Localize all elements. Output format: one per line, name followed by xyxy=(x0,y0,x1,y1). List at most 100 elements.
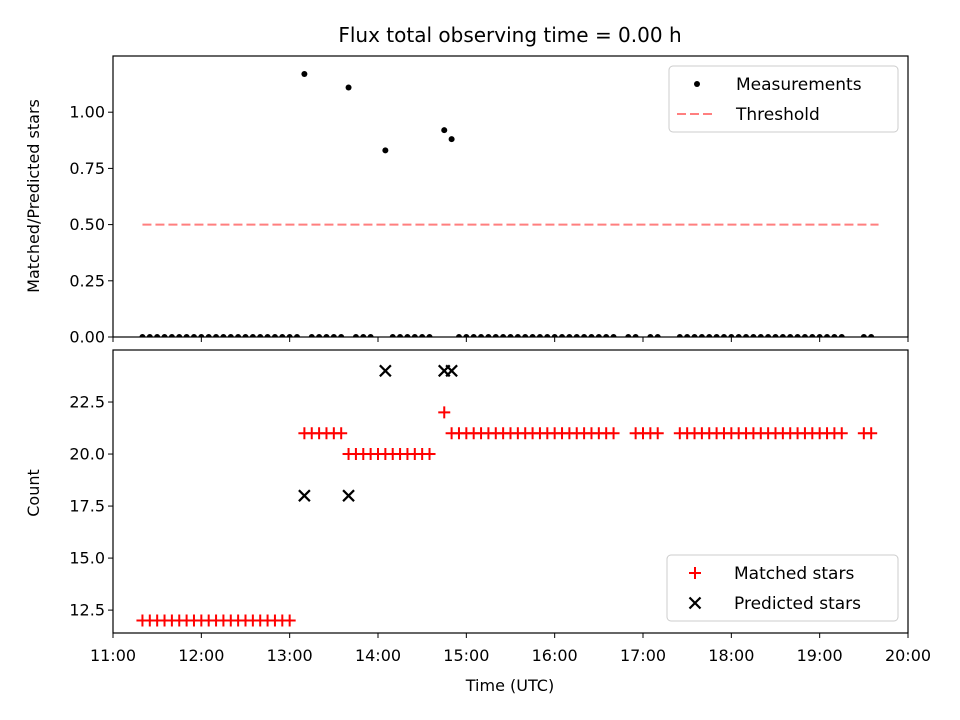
measurements-point xyxy=(581,334,588,337)
measurements-point xyxy=(213,334,220,337)
measurements-point xyxy=(242,334,249,337)
x-tick-label: 12:00 xyxy=(178,646,224,665)
legend-matched-stars-label: Matched stars xyxy=(734,564,854,584)
measurements-point xyxy=(397,334,404,337)
matched-stars-point xyxy=(335,427,348,440)
measurements-point xyxy=(441,127,448,134)
measurements-point xyxy=(323,334,330,337)
measurements-point xyxy=(426,334,433,337)
x-tick-label: 15:00 xyxy=(443,646,489,665)
top-axes-frame xyxy=(112,55,909,338)
measurements-point xyxy=(676,334,683,337)
matched-stars-point xyxy=(835,427,848,440)
measurements-point xyxy=(632,334,639,337)
matched-stars-point xyxy=(423,448,436,461)
predicted-stars-point xyxy=(342,489,355,502)
predicted-stars-point xyxy=(298,489,311,502)
legend-threshold-label: Threshold xyxy=(735,105,820,125)
top-y-tick-label: 0.75 xyxy=(69,159,105,178)
legend-predicted-stars-swatch xyxy=(688,596,702,610)
measurements-point xyxy=(419,334,426,337)
measurements-point xyxy=(220,334,227,337)
measurements-point xyxy=(492,334,499,337)
top-y-tick-label: 1.00 xyxy=(69,103,105,122)
legend-measurements-label: Measurements xyxy=(736,75,862,95)
measurements-point xyxy=(286,334,293,337)
x-tick-label: 14:00 xyxy=(355,646,401,665)
measurements-point xyxy=(779,334,786,337)
x-tick-label: 11:00 xyxy=(90,646,136,665)
measurements-point xyxy=(485,334,492,337)
measurements-point xyxy=(176,334,183,337)
measurements-point xyxy=(765,334,772,337)
measurements-point xyxy=(868,334,875,337)
measurements-point xyxy=(411,334,418,337)
top-y-axis-label: Matched/Predicted stars xyxy=(24,99,43,293)
measurements-point xyxy=(161,334,168,337)
matched-stars-point xyxy=(283,614,296,627)
measurements-point xyxy=(787,334,794,337)
measurements-point xyxy=(544,334,551,337)
bottom-axes-frame xyxy=(112,349,909,634)
measurements-point xyxy=(470,334,477,337)
measurements-point xyxy=(551,334,558,337)
measurements-point xyxy=(610,334,617,337)
measurements-point xyxy=(198,334,205,337)
bottom-panel: 12.5 15.0 17.5 20.0 22.5 11:00 12:00 13:00 14:00… xyxy=(69,349,931,665)
measurements-point xyxy=(559,334,566,337)
measurements-point xyxy=(566,334,573,337)
measurements-point xyxy=(735,334,742,337)
measurements-point xyxy=(345,84,352,91)
measurements-point xyxy=(463,334,470,337)
measurements-point xyxy=(382,147,389,154)
measurements-point xyxy=(750,334,757,337)
x-tick-label: 13:00 xyxy=(267,646,313,665)
measurements-point xyxy=(824,334,831,337)
measurements-point xyxy=(757,334,764,337)
measurements-point xyxy=(603,334,610,337)
legend-predicted-stars-label: Predicted stars xyxy=(734,594,861,614)
measurements-point xyxy=(448,136,455,143)
measurements-point xyxy=(831,334,838,337)
measurements-point xyxy=(154,334,161,337)
bottom-y-tick-label: 20.0 xyxy=(69,445,105,464)
measurements-point xyxy=(529,334,536,337)
measurements-point xyxy=(625,334,632,337)
measurements-point xyxy=(816,334,823,337)
measurements-point xyxy=(389,334,396,337)
top-legend-box xyxy=(668,65,899,133)
measurements-point xyxy=(271,334,278,337)
measurements-point xyxy=(367,334,374,337)
measurements-point xyxy=(227,334,234,337)
measurements-point xyxy=(514,334,521,337)
matched-stars-point xyxy=(651,427,664,440)
measurements-point xyxy=(595,334,602,337)
measurements-point xyxy=(183,334,190,337)
measurements-point xyxy=(698,334,705,337)
measurements-point xyxy=(588,334,595,337)
measurements-point xyxy=(860,334,867,337)
bottom-y-tick-label: 22.5 xyxy=(69,393,105,412)
x-axis-label: Time (UTC) xyxy=(465,676,554,695)
measurements-point xyxy=(706,334,713,337)
top-y-tick-label: 0.50 xyxy=(69,215,105,234)
chart-title: Flux total observing time = 0.00 h xyxy=(338,23,681,47)
measurements-point xyxy=(573,334,580,337)
measurements-point xyxy=(654,334,661,337)
top-panel: 0.00 0.25 0.50 0.75 1.00 Measurements Threshol… xyxy=(69,55,909,347)
measurements-point xyxy=(713,334,720,337)
matched-stars-point xyxy=(438,406,451,419)
measurements-point xyxy=(728,334,735,337)
measurements-point xyxy=(647,334,654,337)
measurements-point xyxy=(404,334,411,337)
measurements-point xyxy=(257,334,264,337)
x-tick-label: 20:00 xyxy=(885,646,931,665)
x-tick-label: 18:00 xyxy=(708,646,754,665)
top-y-tick-label: 0.00 xyxy=(69,328,105,347)
bottom-y-tick-label: 12.5 xyxy=(69,601,105,620)
measurements-point xyxy=(146,334,153,337)
measurements-point xyxy=(507,334,514,337)
measurements-point xyxy=(279,334,286,337)
measurements-point xyxy=(478,334,485,337)
